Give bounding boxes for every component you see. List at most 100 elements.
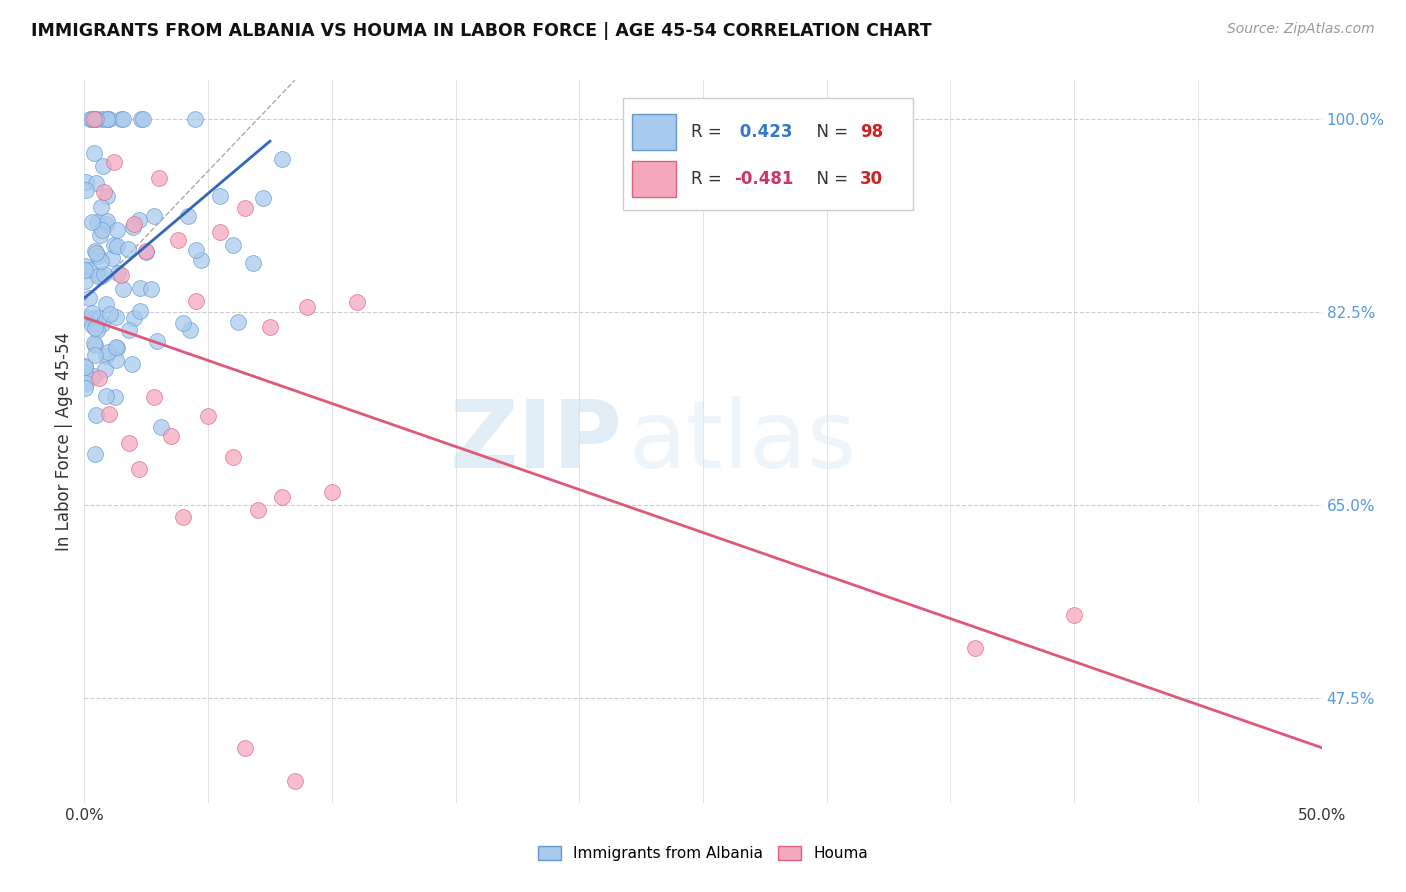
Point <box>84 177 107 191</box>
Point <box>83 338 105 352</box>
Point <box>284 773 307 788</box>
Point <box>94 361 117 376</box>
Point <box>75 381 97 395</box>
Point <box>83 145 105 160</box>
Point <box>104 352 127 367</box>
Point <box>135 244 157 258</box>
Point <box>184 243 207 257</box>
Point <box>271 152 294 166</box>
Point <box>83 369 105 384</box>
Point <box>77 291 100 305</box>
Point <box>226 315 249 329</box>
Point <box>233 740 256 755</box>
Point <box>107 266 129 280</box>
Point <box>83 112 105 126</box>
Point <box>86 215 108 229</box>
Point <box>84 347 107 361</box>
Point <box>965 641 987 656</box>
Point <box>98 407 121 421</box>
Point <box>121 220 143 235</box>
Point <box>129 280 152 294</box>
Point <box>87 249 110 263</box>
Point <box>222 450 245 465</box>
Text: ZIP: ZIP <box>450 395 623 488</box>
Point <box>91 223 114 237</box>
Text: 0.423: 0.423 <box>734 123 793 141</box>
Point <box>128 461 150 475</box>
Text: 30: 30 <box>860 170 883 188</box>
Text: -0.481: -0.481 <box>734 170 793 188</box>
Point <box>96 112 118 126</box>
Point <box>132 112 155 126</box>
Point <box>79 112 101 126</box>
Point <box>90 201 112 215</box>
Text: N =: N = <box>806 123 853 141</box>
Point <box>82 112 104 126</box>
Text: Source: ZipAtlas.com: Source: ZipAtlas.com <box>1227 22 1375 37</box>
Point <box>209 226 232 240</box>
Point <box>89 227 111 242</box>
Y-axis label: In Labor Force | Age 45-54: In Labor Force | Age 45-54 <box>55 332 73 551</box>
Point <box>105 223 128 237</box>
Point <box>150 420 173 434</box>
Point <box>73 360 96 375</box>
Point <box>110 268 132 283</box>
Point <box>160 429 183 443</box>
Text: IMMIGRANTS FROM ALBANIA VS HOUMA IN LABOR FORCE | AGE 45-54 CORRELATION CHART: IMMIGRANTS FROM ALBANIA VS HOUMA IN LABO… <box>31 22 932 40</box>
Point <box>83 310 105 325</box>
Text: R =: R = <box>690 123 727 141</box>
Point <box>77 310 100 325</box>
Point <box>190 253 212 268</box>
FancyBboxPatch shape <box>633 161 676 197</box>
FancyBboxPatch shape <box>633 114 676 151</box>
Point <box>117 242 139 256</box>
Legend: Immigrants from Albania, Houma: Immigrants from Albania, Houma <box>531 840 875 867</box>
Text: R =: R = <box>690 170 727 188</box>
Point <box>83 335 105 350</box>
Point <box>105 238 128 252</box>
Point <box>105 341 128 355</box>
FancyBboxPatch shape <box>623 98 914 211</box>
Point <box>252 191 274 205</box>
Point <box>96 214 118 228</box>
Point <box>129 112 152 126</box>
Point <box>179 323 201 337</box>
Point <box>346 294 368 309</box>
Point <box>233 201 256 215</box>
Point <box>84 112 107 126</box>
Point <box>91 160 114 174</box>
Point <box>124 311 146 326</box>
Point <box>184 293 207 308</box>
Point <box>135 244 157 259</box>
Point <box>105 340 128 354</box>
Point <box>90 318 112 332</box>
Point <box>222 238 245 252</box>
Point <box>84 408 107 422</box>
Point <box>259 319 281 334</box>
Point <box>167 233 190 247</box>
Point <box>86 323 108 337</box>
Point <box>172 510 194 524</box>
Point <box>75 175 97 189</box>
Point <box>112 282 135 296</box>
Text: N =: N = <box>806 170 853 188</box>
Point <box>118 323 141 337</box>
Point <box>94 350 117 364</box>
Point <box>96 389 118 403</box>
Point <box>242 256 264 270</box>
Point <box>94 297 117 311</box>
Point <box>1063 608 1085 623</box>
Point <box>103 155 125 169</box>
Point <box>197 409 219 423</box>
Point <box>89 311 111 326</box>
Point <box>79 263 101 277</box>
Point <box>184 112 207 126</box>
Point <box>118 436 141 450</box>
Point <box>73 367 96 381</box>
Point <box>139 282 162 296</box>
Point <box>172 317 194 331</box>
Point <box>75 183 97 197</box>
Point <box>246 503 269 517</box>
Point <box>84 320 107 334</box>
Point <box>96 188 118 202</box>
